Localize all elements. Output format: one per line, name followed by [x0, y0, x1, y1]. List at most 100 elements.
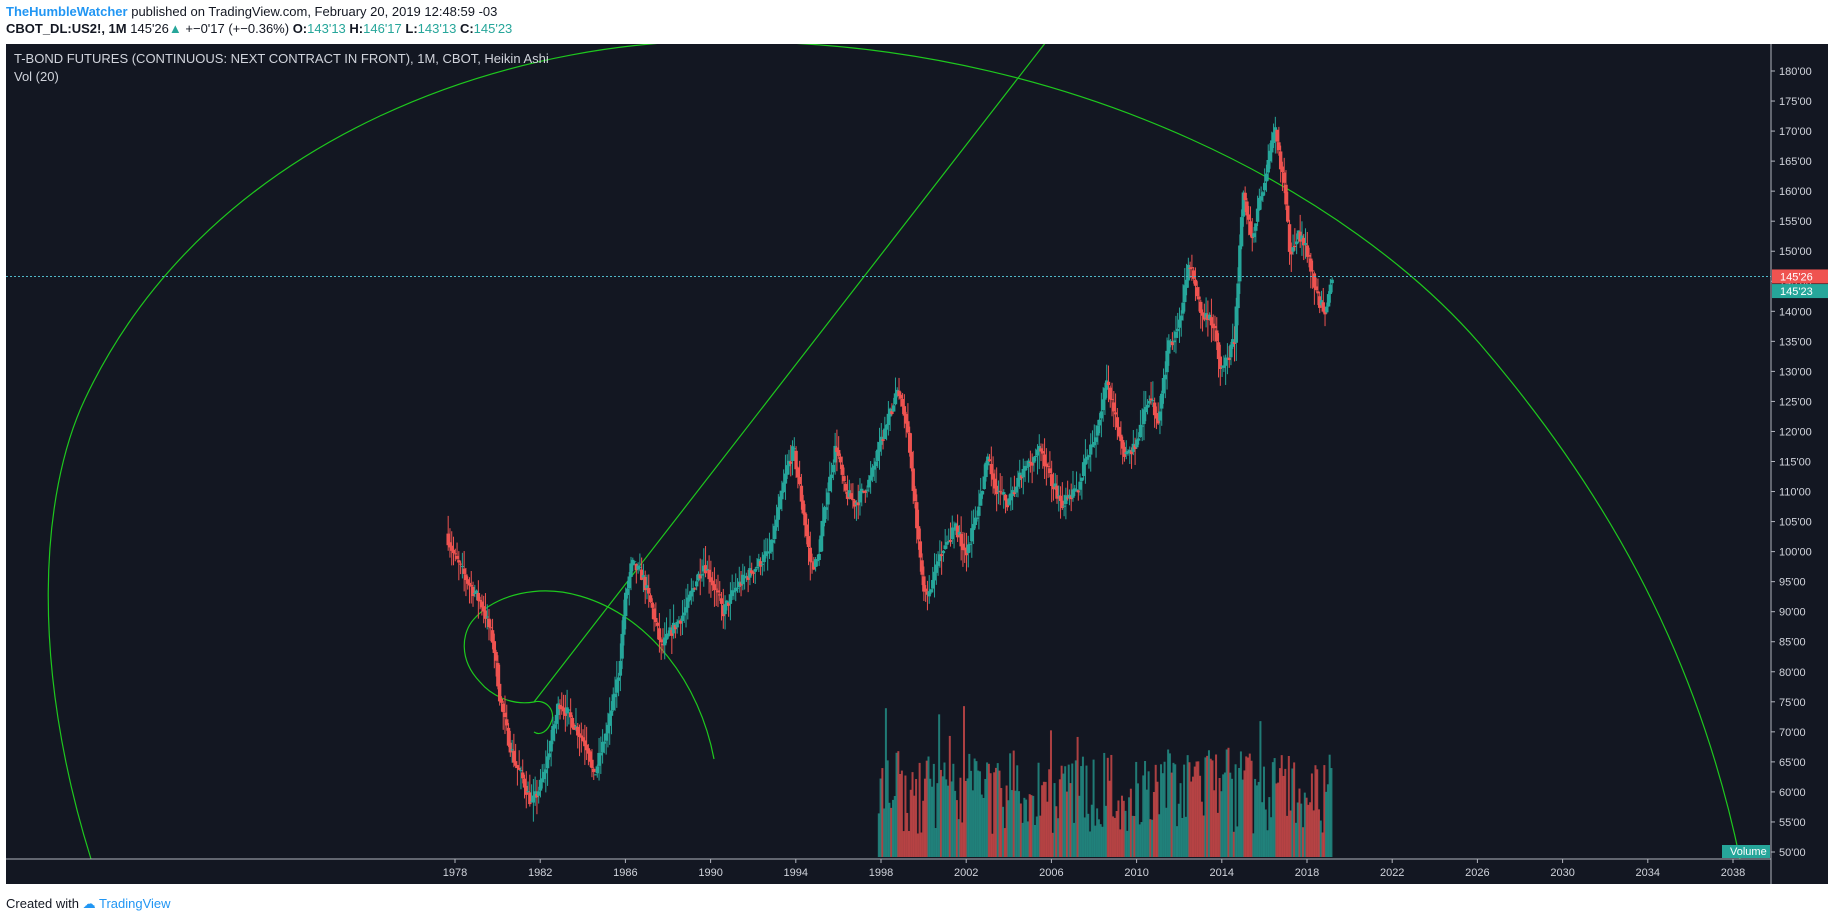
candle-body [1083, 458, 1088, 465]
candle-body [1101, 399, 1105, 411]
time-axis[interactable]: 1978 1982 1986 1990 1994 1998 2002 2006 2010 2014… [443, 859, 1745, 879]
candle-body [1211, 323, 1215, 329]
volume-bar [947, 785, 950, 857]
candle-body [872, 465, 876, 470]
candle-body [801, 500, 805, 514]
candle-body [817, 553, 821, 561]
fib-spiral-arc[interactable] [47, 44, 1741, 860]
fib-spiral-inner[interactable] [463, 590, 715, 760]
candle-body [1039, 448, 1043, 452]
candle-body [670, 630, 674, 636]
candle-body [1049, 474, 1054, 487]
volume-bar [1161, 773, 1164, 857]
author-link[interactable]: TheHumbleWatcher [6, 4, 128, 19]
volume-bar [1103, 752, 1106, 857]
candle-body [1298, 231, 1302, 242]
volume-bar [1278, 768, 1281, 857]
volume-bar [955, 800, 958, 857]
volume-bar [1165, 807, 1168, 857]
volume-bar [1302, 827, 1305, 857]
candle-body [854, 502, 859, 505]
candle-body [1110, 399, 1114, 401]
volume-bar [1154, 764, 1157, 857]
volume-bar [1051, 832, 1054, 857]
candle-body [1092, 441, 1096, 446]
price-chart[interactable]: 50'00 55'00 60'00 65'00 70'00 75'00 80'00 85'00… [0, 44, 1828, 884]
candle-body [1190, 267, 1194, 269]
candle-body [744, 575, 749, 578]
candle-body [805, 524, 809, 537]
candle-body [677, 620, 681, 623]
candle-body [1326, 294, 1331, 307]
candle-body [581, 737, 585, 742]
candle-body [679, 620, 683, 624]
volume-bar [1326, 784, 1329, 857]
volume-bar [1232, 831, 1235, 857]
volume-bar [952, 763, 955, 857]
candle-body [492, 641, 497, 653]
volume-bar [1305, 797, 1308, 857]
candle-body [876, 449, 880, 461]
volume-bar [1005, 785, 1008, 857]
fib-spiral-curl[interactable] [533, 700, 554, 735]
candle-body [1085, 456, 1089, 460]
candle-body [691, 588, 695, 593]
candle-body [1257, 197, 1262, 211]
candle-body [519, 770, 523, 772]
candle-body [1254, 223, 1258, 231]
volume-bar [916, 833, 919, 857]
candle-body [663, 637, 667, 646]
candle-body [860, 488, 864, 494]
price-tick-label: 80'00 [1779, 667, 1806, 679]
time-tick-label: 1978 [443, 867, 467, 879]
volume-bar [1268, 797, 1271, 857]
candle-body [1262, 182, 1267, 191]
candle-body [499, 698, 504, 703]
candle-body [1158, 411, 1162, 421]
candle-body [852, 500, 857, 507]
volume-bar [971, 790, 974, 857]
volume-bar [936, 783, 939, 857]
candle-body [922, 576, 926, 592]
candle-body [1055, 485, 1059, 499]
volume-bar [1055, 806, 1058, 857]
candle-body [836, 449, 841, 456]
candle-body [629, 563, 633, 578]
volume-bar [1238, 767, 1241, 857]
volume-bar [904, 775, 907, 857]
candle-body [1314, 286, 1318, 291]
candle-body [890, 411, 894, 414]
candle-body [1136, 438, 1141, 441]
tradingview-logo-icon[interactable]: ☁ TradingView [82, 896, 171, 911]
candle-body [1064, 495, 1068, 504]
volume-bar [1007, 800, 1010, 857]
candle-body [1096, 425, 1100, 436]
candle-body [1165, 350, 1169, 373]
volume-bar [1023, 797, 1026, 857]
candle-body [1005, 500, 1010, 508]
price-tick-label: 85'00 [1779, 637, 1806, 649]
candle-body [1223, 357, 1228, 366]
candle-body [577, 733, 582, 738]
volume-bar [1298, 788, 1301, 857]
candle-body [1222, 365, 1226, 368]
candle-body [943, 545, 947, 550]
volume-bar [943, 762, 946, 857]
candle-body [1161, 378, 1166, 394]
candle-body [1035, 449, 1040, 456]
candle-body [481, 606, 486, 612]
trend-line[interactable] [533, 44, 1046, 703]
candle-body [552, 724, 557, 729]
candle-body [987, 459, 992, 462]
volume-bar [1252, 833, 1255, 857]
candle-body [815, 559, 820, 562]
candle-body [584, 744, 589, 751]
candle-body [725, 600, 729, 607]
candle-body [579, 735, 584, 738]
volume-bar [906, 812, 909, 857]
time-tick-label: 1982 [528, 867, 552, 879]
candle-body [513, 761, 518, 766]
candle-body [947, 541, 951, 543]
candle-body [861, 490, 866, 492]
candle-body [938, 554, 942, 562]
